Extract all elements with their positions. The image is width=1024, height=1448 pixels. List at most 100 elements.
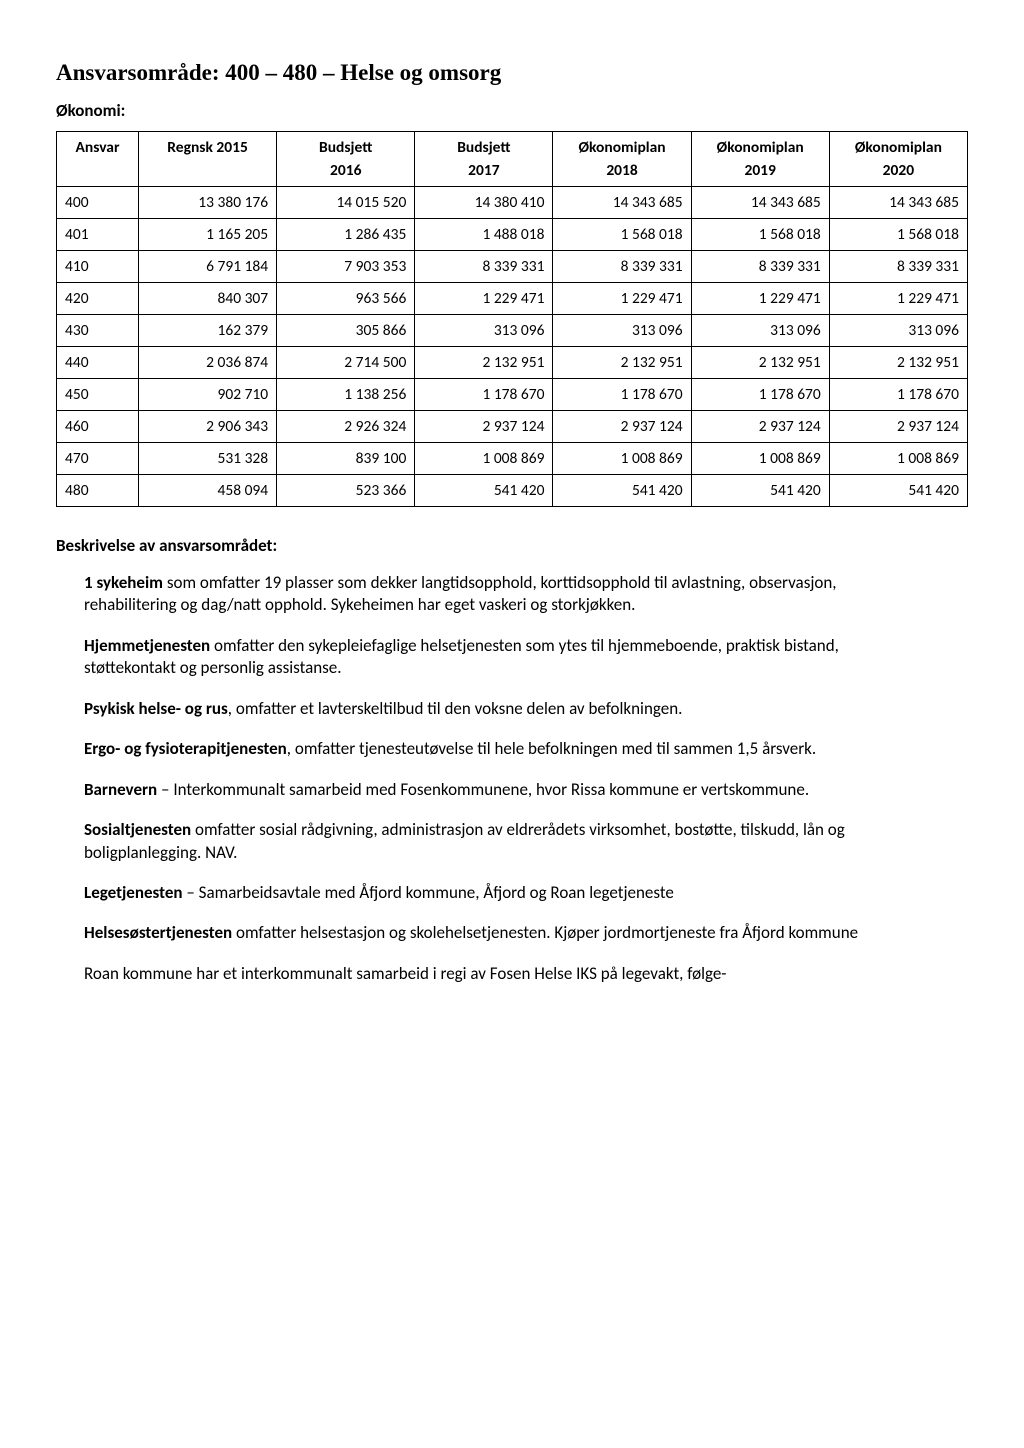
page-title: Ansvarsområde: 400 – 480 – Helse og omso… bbox=[56, 60, 968, 86]
description-item: Sosialtjenesten omfatter sosial rådgivni… bbox=[84, 819, 929, 864]
cell-value: 1 008 869 bbox=[691, 443, 829, 475]
col-ansvar: Ansvar bbox=[57, 132, 139, 187]
cell-value: 541 420 bbox=[829, 475, 967, 507]
cell-value: 305 866 bbox=[277, 315, 415, 347]
cell-value: 1 286 435 bbox=[277, 219, 415, 251]
description-term: 1 sykeheim bbox=[84, 572, 163, 593]
cell-value: 541 420 bbox=[553, 475, 691, 507]
cell-value: 313 096 bbox=[553, 315, 691, 347]
cell-value: 2 036 874 bbox=[138, 347, 276, 379]
cell-value: 2 132 951 bbox=[553, 347, 691, 379]
cell-value: 14 343 685 bbox=[553, 187, 691, 219]
cell-value: 13 380 176 bbox=[138, 187, 276, 219]
table-row: 430162 379305 866313 096313 096313 09631… bbox=[57, 315, 968, 347]
cell-value: 963 566 bbox=[277, 283, 415, 315]
col-okon-2018: Økonomiplan2018 bbox=[553, 132, 691, 187]
description-term: Hjemmetjenesten bbox=[84, 635, 210, 656]
cell-value: 1 229 471 bbox=[553, 283, 691, 315]
cell-ansvar: 400 bbox=[57, 187, 139, 219]
cell-value: 1 568 018 bbox=[553, 219, 691, 251]
cell-value: 14 380 410 bbox=[415, 187, 553, 219]
cell-value: 2 937 124 bbox=[553, 411, 691, 443]
cell-value: 162 379 bbox=[138, 315, 276, 347]
description-term: Psykisk helse- og rus bbox=[84, 698, 228, 719]
cell-value: 2 926 324 bbox=[277, 411, 415, 443]
cell-value: 1 008 869 bbox=[415, 443, 553, 475]
description-term: Legetjenesten bbox=[84, 882, 183, 903]
cell-value: 2 132 951 bbox=[829, 347, 967, 379]
table-row: 420840 307963 5661 229 4711 229 4711 229… bbox=[57, 283, 968, 315]
table-row: 470531 328839 1001 008 8691 008 8691 008… bbox=[57, 443, 968, 475]
cell-value: 8 339 331 bbox=[829, 251, 967, 283]
description-term: Barnevern bbox=[84, 779, 157, 800]
cell-value: 313 096 bbox=[691, 315, 829, 347]
cell-value: 2 937 124 bbox=[829, 411, 967, 443]
cell-value: 2 937 124 bbox=[691, 411, 829, 443]
cell-value: 313 096 bbox=[829, 315, 967, 347]
description-item: Ergo- og fysioterapitjenesten, omfatter … bbox=[84, 738, 929, 760]
cell-value: 1 178 670 bbox=[829, 379, 967, 411]
cell-value: 1 178 670 bbox=[415, 379, 553, 411]
col-regnsk: Regnsk 2015 bbox=[138, 132, 276, 187]
description-item: Barnevern – Interkommunalt samarbeid med… bbox=[84, 779, 929, 801]
description-item: Hjemmetjenesten omfatter den sykepleiefa… bbox=[84, 635, 929, 680]
cell-ansvar: 410 bbox=[57, 251, 139, 283]
description-item: Helsesøstertjenesten omfatter helsestasj… bbox=[84, 922, 929, 944]
cell-value: 1 178 670 bbox=[691, 379, 829, 411]
col-okon-2020: Økonomiplan2020 bbox=[829, 132, 967, 187]
cell-ansvar: 470 bbox=[57, 443, 139, 475]
description-trailing: Roan kommune har et interkommunalt samar… bbox=[84, 963, 929, 985]
table-row: 480458 094523 366541 420541 420541 42054… bbox=[57, 475, 968, 507]
cell-ansvar: 460 bbox=[57, 411, 139, 443]
table-row: 4602 906 3432 926 3242 937 1242 937 1242… bbox=[57, 411, 968, 443]
description-item: Psykisk helse- og rus, omfatter et lavte… bbox=[84, 698, 929, 720]
cell-value: 8 339 331 bbox=[691, 251, 829, 283]
cell-value: 902 710 bbox=[138, 379, 276, 411]
description-term: Helsesøstertjenesten bbox=[84, 922, 232, 943]
cell-value: 1 229 471 bbox=[829, 283, 967, 315]
cell-ansvar: 420 bbox=[57, 283, 139, 315]
cell-value: 523 366 bbox=[277, 475, 415, 507]
col-okon-2019: Økonomiplan2019 bbox=[691, 132, 829, 187]
cell-value: 1 138 256 bbox=[277, 379, 415, 411]
description-item: 1 sykeheim som omfatter 19 plasser som d… bbox=[84, 572, 929, 617]
cell-ansvar: 450 bbox=[57, 379, 139, 411]
table-row: 4106 791 1847 903 3538 339 3318 339 3318… bbox=[57, 251, 968, 283]
description-item: Legetjenesten – Samarbeidsavtale med Åfj… bbox=[84, 882, 929, 904]
cell-value: 14 343 685 bbox=[829, 187, 967, 219]
table-row: 450902 7101 138 2561 178 6701 178 6701 1… bbox=[57, 379, 968, 411]
cell-value: 1 178 670 bbox=[553, 379, 691, 411]
description-term: Ergo- og fysioterapitjenesten bbox=[84, 738, 287, 759]
cell-value: 2 132 951 bbox=[691, 347, 829, 379]
cell-value: 541 420 bbox=[415, 475, 553, 507]
cell-ansvar: 440 bbox=[57, 347, 139, 379]
description-heading: Beskrivelse av ansvarsområdet: bbox=[56, 535, 968, 556]
cell-value: 8 339 331 bbox=[553, 251, 691, 283]
cell-value: 2 132 951 bbox=[415, 347, 553, 379]
cell-ansvar: 480 bbox=[57, 475, 139, 507]
cell-value: 1 229 471 bbox=[415, 283, 553, 315]
budget-table: Ansvar Regnsk 2015 Budsjett2016 Budsjett… bbox=[56, 131, 968, 507]
cell-value: 14 343 685 bbox=[691, 187, 829, 219]
col-budsjett-2016: Budsjett2016 bbox=[277, 132, 415, 187]
cell-value: 531 328 bbox=[138, 443, 276, 475]
table-row: 4402 036 8742 714 5002 132 9512 132 9512… bbox=[57, 347, 968, 379]
cell-value: 1 568 018 bbox=[829, 219, 967, 251]
cell-value: 2 906 343 bbox=[138, 411, 276, 443]
cell-value: 1 568 018 bbox=[691, 219, 829, 251]
table-row: 4011 165 2051 286 4351 488 0181 568 0181… bbox=[57, 219, 968, 251]
col-budsjett-2017: Budsjett2017 bbox=[415, 132, 553, 187]
cell-value: 1 008 869 bbox=[553, 443, 691, 475]
cell-value: 1 165 205 bbox=[138, 219, 276, 251]
cell-value: 6 791 184 bbox=[138, 251, 276, 283]
cell-value: 839 100 bbox=[277, 443, 415, 475]
cell-ansvar: 430 bbox=[57, 315, 139, 347]
cell-value: 313 096 bbox=[415, 315, 553, 347]
cell-value: 8 339 331 bbox=[415, 251, 553, 283]
table-row: 40013 380 17614 015 52014 380 41014 343 … bbox=[57, 187, 968, 219]
table-header-row: Ansvar Regnsk 2015 Budsjett2016 Budsjett… bbox=[57, 132, 968, 187]
cell-value: 2 714 500 bbox=[277, 347, 415, 379]
cell-value: 7 903 353 bbox=[277, 251, 415, 283]
economy-subhead: Økonomi: bbox=[56, 100, 968, 121]
cell-value: 541 420 bbox=[691, 475, 829, 507]
